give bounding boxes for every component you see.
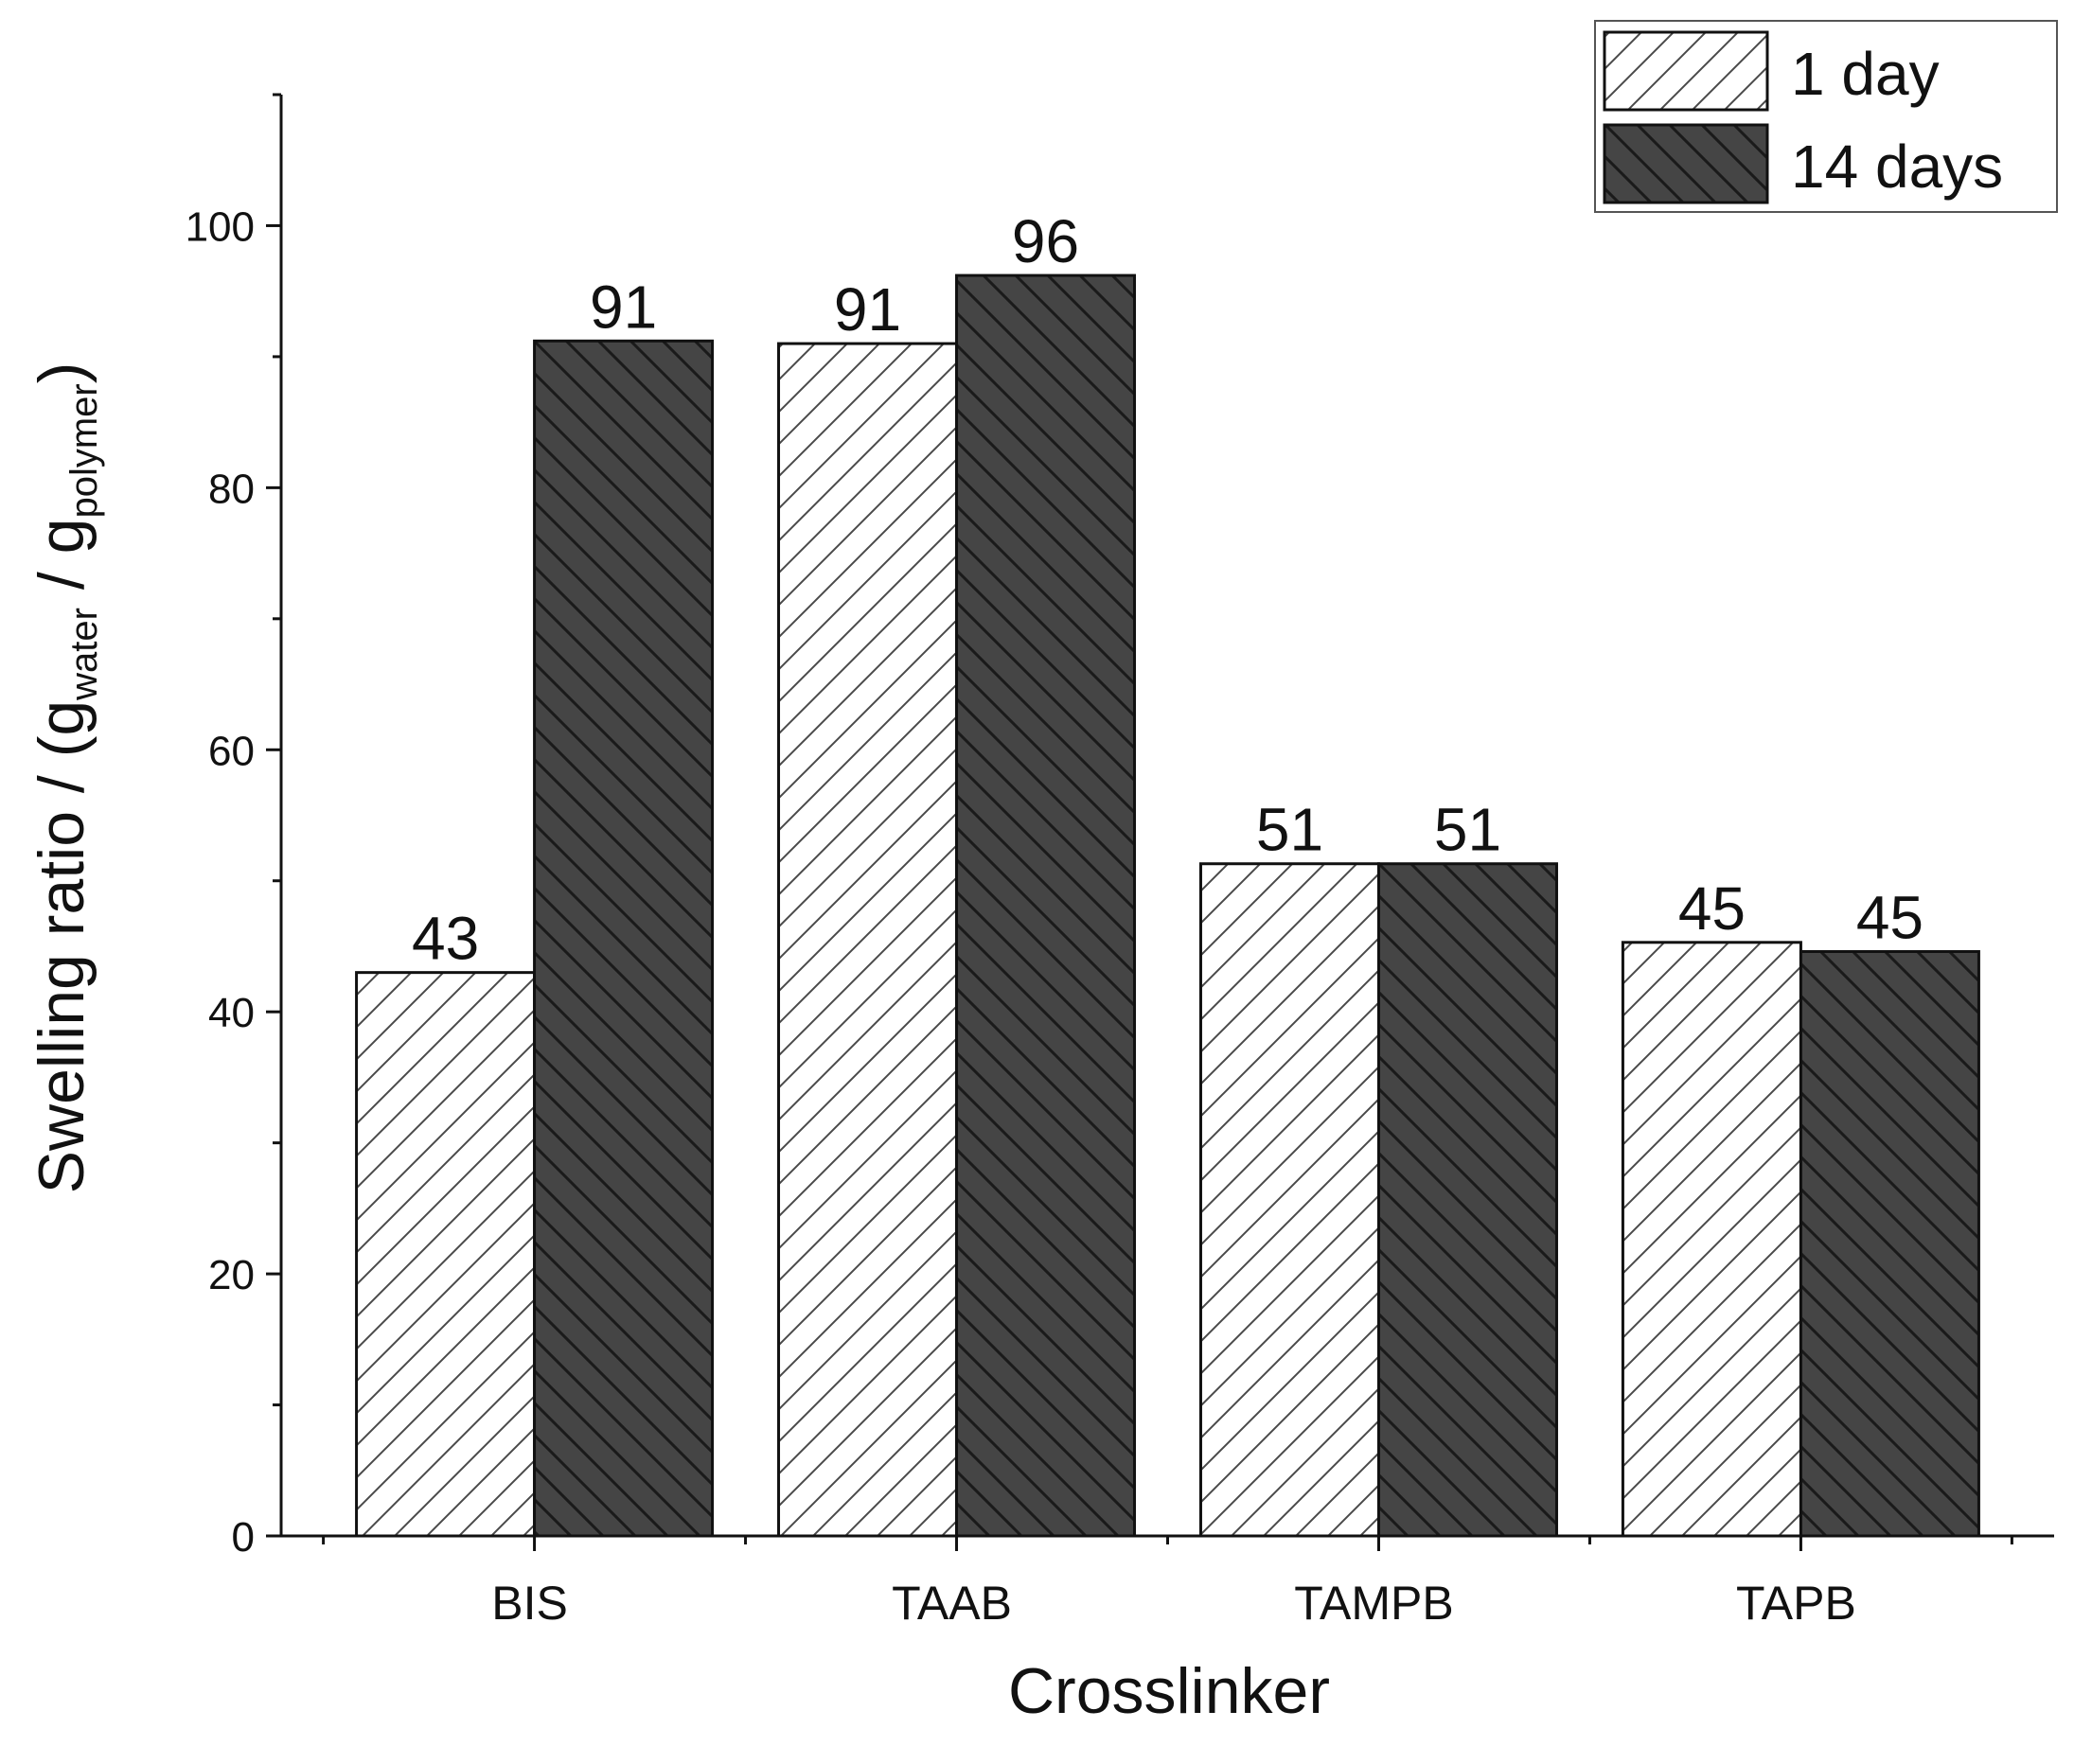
bar-taab-14-days: [955, 273, 1137, 1538]
data-label-tampb-14-days: 51: [1434, 796, 1501, 864]
bar-bis-1-day: [355, 971, 537, 1538]
bar-taab-1-day: [777, 342, 959, 1538]
y-tick-label: 80: [208, 466, 255, 512]
legend-label-14-days: 14 days: [1791, 132, 2003, 201]
data-label-tapb-1-day: 45: [1678, 874, 1746, 943]
bar-tapb-14-days: [1799, 949, 1980, 1538]
legend-swatch-1-day: [1603, 30, 1769, 112]
plot-area: 43 91 51 45 91 96 51 45: [355, 207, 1980, 1538]
data-label-taab-1-day: 91: [834, 275, 901, 344]
bar-bis-14-days: [533, 339, 715, 1538]
data-label-taab-14-days: 96: [1012, 207, 1079, 275]
bar-tampb-14-days: [1376, 862, 1558, 1538]
y-tick-label: 60: [208, 728, 255, 774]
y-tick-label: 100: [186, 203, 255, 250]
data-label-tampb-1-day: 51: [1256, 796, 1323, 864]
legend-label-1-day: 1 day: [1791, 40, 1940, 108]
x-tick-label-tapb: TAPB: [1736, 1577, 1856, 1630]
data-label-bis-1-day: 43: [412, 905, 479, 973]
legend: 1 day 14 days: [1594, 20, 2058, 213]
data-label-bis-14-days: 91: [590, 273, 657, 341]
axes: 0 20 40 60 80 100 BIS TAAB TAMPB TAPB: [186, 93, 2054, 1630]
x-tick-label-taab: TAAB: [892, 1577, 1012, 1630]
x-tick-label-tampb: TAMPB: [1294, 1577, 1454, 1630]
y-axis-title: Swelling ratio / (gwater / gpolymer): [26, 362, 105, 1194]
y-tick-label: 20: [208, 1252, 255, 1298]
x-tick-label-bis: BIS: [491, 1577, 568, 1630]
bar-tampb-1-day: [1198, 862, 1380, 1538]
x-axis-title: Crosslinker: [1008, 1655, 1330, 1727]
y-tick-label: 40: [208, 990, 255, 1036]
data-label-tapb-14-days: 45: [1856, 883, 1923, 951]
legend-swatch-14-days: [1603, 123, 1769, 204]
bar-tapb-1-day: [1621, 941, 1802, 1538]
y-tick-label: 0: [232, 1514, 255, 1561]
